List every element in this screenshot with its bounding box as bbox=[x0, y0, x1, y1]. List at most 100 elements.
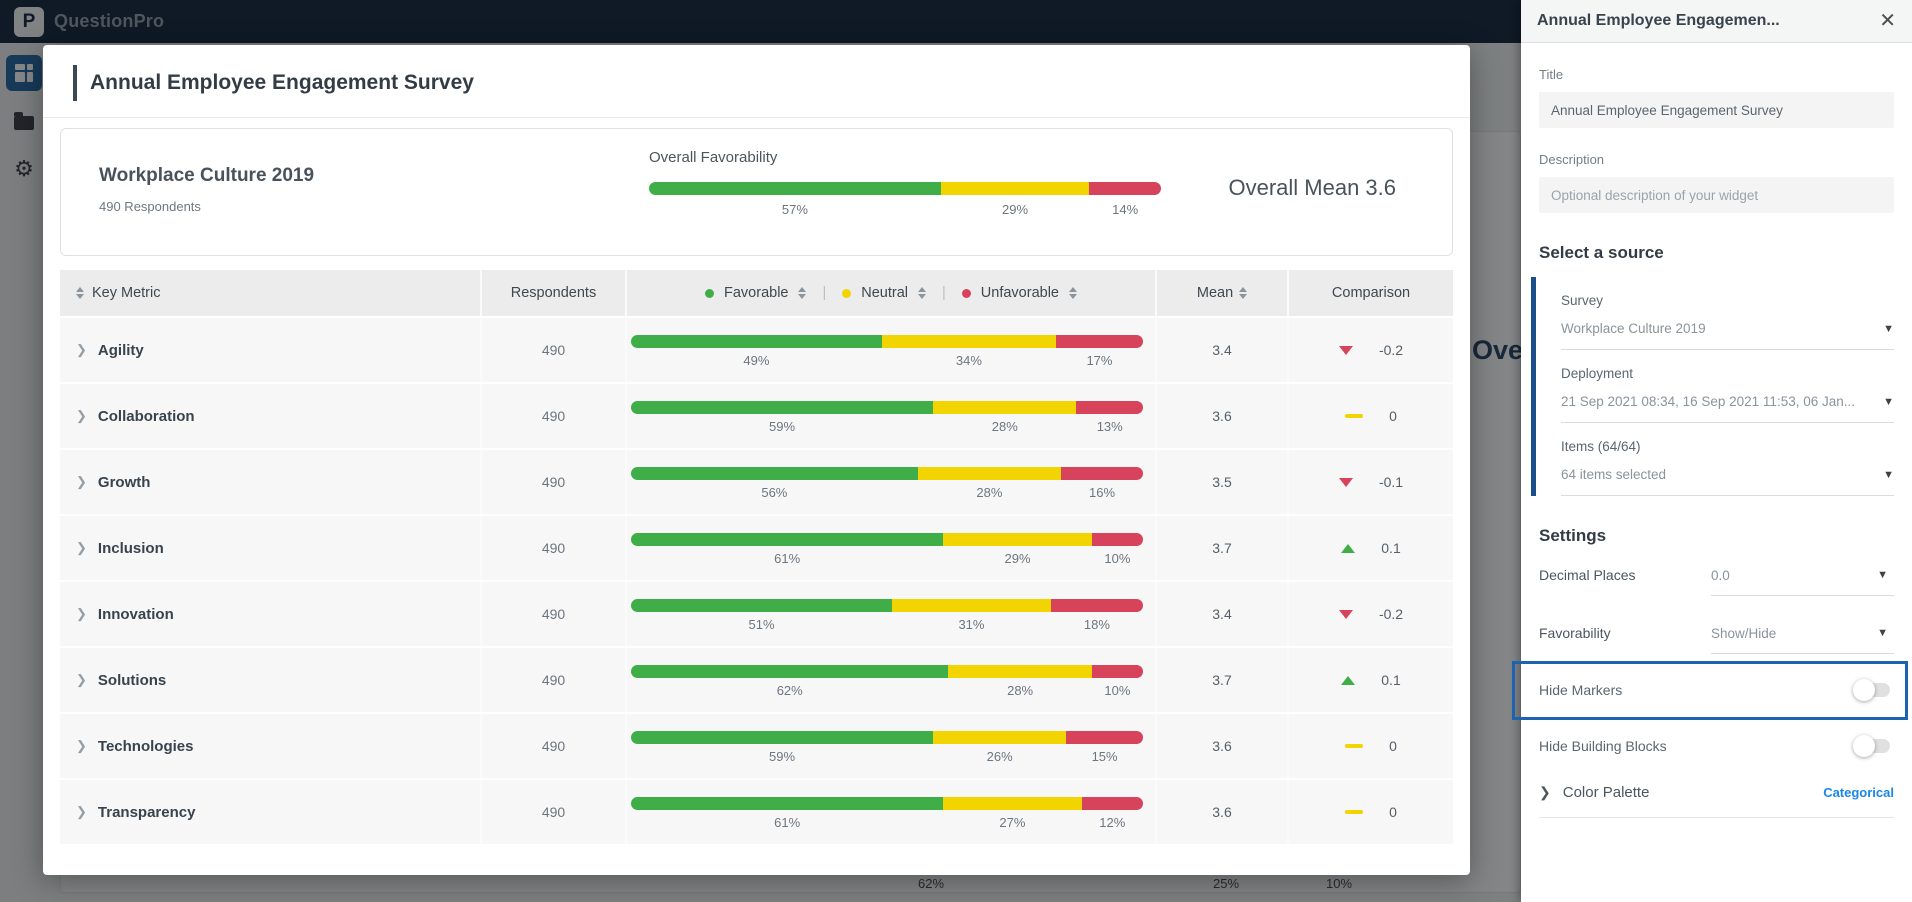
mean-value: 3.7 bbox=[1157, 648, 1289, 712]
favorability-bar bbox=[631, 533, 1143, 546]
expand-chevron-icon[interactable]: ❯ bbox=[76, 342, 87, 357]
respondents-value: 490 bbox=[482, 648, 627, 712]
description-input[interactable] bbox=[1539, 177, 1894, 213]
hide-building-blocks-row: Hide Building Blocks bbox=[1539, 718, 1894, 774]
comparison-cell: 0.1 bbox=[1289, 516, 1453, 580]
favorability-value: Show/Hide bbox=[1711, 625, 1777, 641]
color-palette-row[interactable]: ❯ Color Palette Categorical bbox=[1539, 784, 1894, 801]
sort-icon[interactable] bbox=[1068, 287, 1077, 299]
table-row[interactable]: ❯ Collaboration 490 59% 28% 13% 3.6 0 bbox=[60, 382, 1453, 448]
favorable-segment bbox=[631, 665, 949, 678]
chevron-down-icon[interactable]: ▼ bbox=[1877, 569, 1888, 581]
chevron-down-icon[interactable]: ▼ bbox=[1877, 627, 1888, 639]
favorability-bar-cell: 62% 28% 10% bbox=[627, 648, 1157, 712]
unfavorable-percent: 15% bbox=[1091, 749, 1118, 764]
neutral-percent: 31% bbox=[958, 617, 985, 632]
neutral-percent: 29% bbox=[1002, 202, 1029, 217]
table-row[interactable]: ❯ Agility 490 49% 34% 17% 3.4 -0.2 bbox=[60, 316, 1453, 382]
trend-icon bbox=[1341, 675, 1356, 685]
table-body: ❯ Agility 490 49% 34% 17% 3.4 -0.2 ❯ Col… bbox=[60, 316, 1453, 844]
respondents-value: 490 bbox=[482, 780, 627, 844]
items-select[interactable]: 64 items selected ▼ bbox=[1561, 467, 1894, 496]
favorable-header[interactable]: Favorable bbox=[724, 285, 789, 301]
favorable-segment bbox=[631, 731, 934, 744]
close-icon[interactable]: ✕ bbox=[1879, 10, 1896, 32]
sort-icon[interactable] bbox=[918, 287, 927, 299]
deployment-label: Deployment bbox=[1561, 366, 1634, 381]
mean-value: 3.7 bbox=[1157, 516, 1289, 580]
respondents-value: 490 bbox=[482, 714, 627, 778]
settings-heading: Settings bbox=[1539, 526, 1607, 545]
neutral-percent: 28% bbox=[991, 419, 1018, 434]
mean-value: 3.6 bbox=[1157, 714, 1289, 778]
divider bbox=[1711, 653, 1894, 654]
comparison-value: 0.1 bbox=[1381, 540, 1401, 556]
deployment-select[interactable]: 21 Sep 2021 08:34, 16 Sep 2021 11:53, 06… bbox=[1561, 394, 1894, 423]
favorability-row[interactable]: Favorability Show/Hide ▼ bbox=[1539, 604, 1894, 662]
comparison-value: -0.1 bbox=[1378, 474, 1404, 490]
title-input[interactable] bbox=[1539, 92, 1894, 128]
favorability-bar-cell: 49% 34% 17% bbox=[627, 318, 1157, 382]
table-row[interactable]: ❯ Transparency 490 61% 27% 12% 3.6 0 bbox=[60, 778, 1453, 844]
table-header-row: Key Metric Respondents Favorable | Neutr… bbox=[60, 270, 1453, 316]
expand-chevron-icon[interactable]: ❯ bbox=[76, 408, 87, 423]
expand-chevron-icon[interactable]: ❯ bbox=[76, 540, 87, 555]
expand-chevron-icon[interactable]: ❯ bbox=[1539, 784, 1551, 800]
unfavorable-percent: 10% bbox=[1104, 683, 1131, 698]
hide-building-blocks-toggle[interactable] bbox=[1853, 735, 1890, 757]
expand-chevron-icon[interactable]: ❯ bbox=[76, 606, 87, 621]
hide-markers-toggle[interactable] bbox=[1853, 679, 1890, 701]
unfavorable-header[interactable]: Unfavorable bbox=[980, 285, 1059, 301]
favorability-bar bbox=[631, 467, 1143, 480]
neutral-segment bbox=[943, 797, 1082, 810]
hide-markers-label: Hide Markers bbox=[1539, 682, 1623, 698]
comparison-cell: 0.1 bbox=[1289, 648, 1453, 712]
table-row[interactable]: ❯ Innovation 490 51% 31% 18% 3.4 -0.2 bbox=[60, 580, 1453, 646]
favorable-percent: 56% bbox=[761, 485, 788, 500]
comparison-value: -0.2 bbox=[1378, 342, 1404, 358]
unfavorable-dot-icon bbox=[961, 288, 971, 298]
table-row[interactable]: ❯ Growth 490 56% 28% 16% 3.5 -0.1 bbox=[60, 448, 1453, 514]
expand-chevron-icon[interactable]: ❯ bbox=[76, 738, 87, 753]
metric-name: Solutions bbox=[97, 671, 167, 689]
neutral-segment bbox=[943, 533, 1092, 546]
expand-chevron-icon[interactable]: ❯ bbox=[76, 672, 87, 687]
column-header-mean[interactable]: Mean bbox=[1157, 270, 1289, 316]
neutral-dot-icon bbox=[842, 288, 852, 298]
overall-favorability-label: Overall Favorability bbox=[649, 149, 778, 166]
panel-title: Annual Employee Engagemen... bbox=[1537, 12, 1780, 29]
favorability-bar bbox=[631, 335, 1143, 348]
unfavorable-segment bbox=[1089, 182, 1161, 195]
metric-name: Technologies bbox=[97, 737, 194, 755]
table-row[interactable]: ❯ Technologies 490 59% 26% 15% 3.6 0 bbox=[60, 712, 1453, 778]
divider bbox=[43, 117, 1470, 118]
sort-icon[interactable] bbox=[1239, 287, 1248, 299]
survey-select[interactable]: Workplace Culture 2019 ▼ bbox=[1561, 321, 1894, 350]
table-row[interactable]: ❯ Solutions 490 62% 28% 10% 3.7 0.1 bbox=[60, 646, 1453, 712]
column-header-key-metric[interactable]: Key Metric bbox=[60, 270, 482, 316]
expand-chevron-icon[interactable]: ❯ bbox=[76, 804, 87, 819]
respondents-value: 490 bbox=[482, 516, 627, 580]
categorical-link[interactable]: Categorical bbox=[1823, 785, 1894, 800]
unfavorable-percent: 18% bbox=[1083, 617, 1110, 632]
column-header-respondents[interactable]: Respondents bbox=[482, 270, 627, 316]
column-header-comparison[interactable]: Comparison bbox=[1331, 285, 1411, 301]
favorable-percent: 62% bbox=[776, 683, 803, 698]
favorable-percent: 59% bbox=[769, 419, 796, 434]
description-field-label: Description bbox=[1539, 152, 1605, 167]
comparison-value: 0 bbox=[1389, 408, 1397, 424]
items-label: Items (64/64) bbox=[1561, 439, 1641, 454]
favorability-bar-cell: 59% 28% 13% bbox=[627, 384, 1157, 448]
neutral-header[interactable]: Neutral bbox=[861, 285, 909, 301]
comparison-cell: 0 bbox=[1289, 384, 1453, 448]
sort-icon[interactable] bbox=[76, 287, 84, 299]
expand-chevron-icon[interactable]: ❯ bbox=[76, 474, 87, 489]
unfavorable-segment bbox=[1076, 401, 1143, 414]
neutral-segment bbox=[948, 665, 1092, 678]
chevron-down-icon: ▼ bbox=[1883, 468, 1894, 481]
sort-icon[interactable] bbox=[798, 287, 807, 299]
table-row[interactable]: ❯ Inclusion 490 61% 29% 10% 3.7 0.1 bbox=[60, 514, 1453, 580]
widget-settings-panel: Annual Employee Engagemen... ✕ Title Des… bbox=[1521, 0, 1912, 902]
unfavorable-percent: 12% bbox=[1099, 815, 1126, 830]
decimal-places-row[interactable]: Decimal Places 0.0 ▼ bbox=[1539, 546, 1894, 604]
